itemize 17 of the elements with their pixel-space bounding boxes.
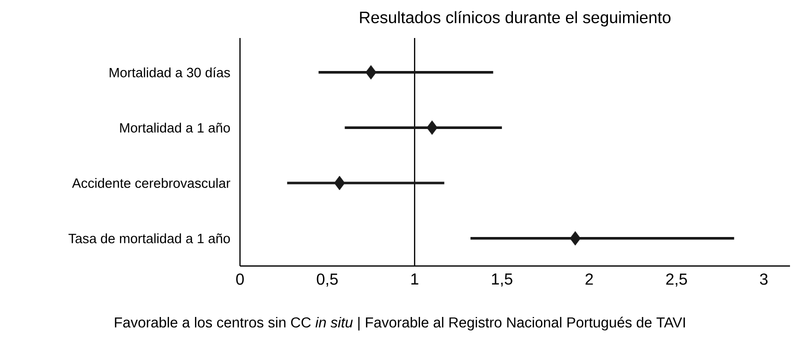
x-tick-label: 3 (760, 274, 768, 285)
x-tick-label: 0 (236, 274, 244, 285)
y-tick-label: Mortalidad a 1 año (120, 122, 230, 133)
y-tick-label: Tasa de mortalidad a 1 año (68, 233, 230, 244)
y-tick-label: Accidente cerebrovascular (72, 178, 230, 188)
x-tick-label: 2 (586, 274, 593, 285)
x-tick-label: 2,5 (666, 274, 687, 287)
x-tick-label: 0,5 (316, 274, 338, 287)
y-tick-label: Mortalidad a 30 días (110, 67, 230, 78)
point (366, 65, 376, 80)
x-tick-label: 1 (411, 274, 418, 284)
text: Favorable a los centros sin CC in situ | Favorable al Registro Nacional Portugués de TAVI (114, 316, 685, 330)
chart-title: Resultados clínicos durante el seguimiento (360, 10, 671, 26)
point (570, 231, 581, 246)
point (426, 120, 438, 135)
x-tick-label: 1,5 (492, 274, 512, 287)
point (334, 176, 345, 190)
